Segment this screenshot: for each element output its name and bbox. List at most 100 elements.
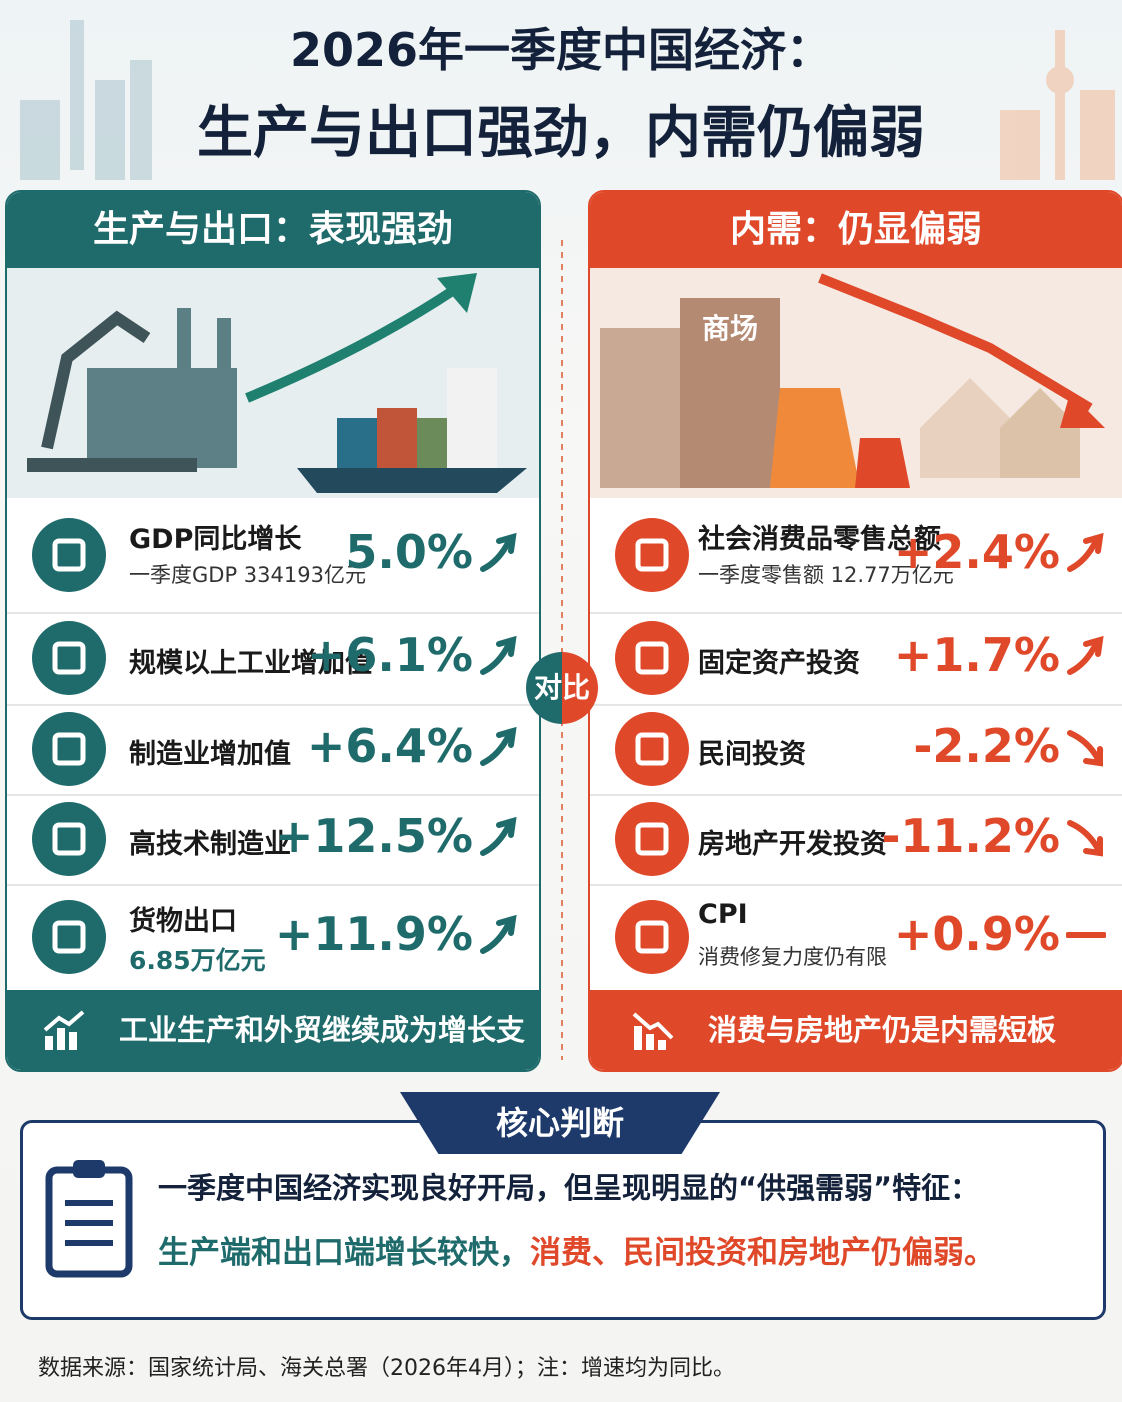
left-panel: 生产与出口：表现强劲 工业生产和外贸继续成为增长支撑 GDP同比增长一季度GDP… bbox=[5, 190, 541, 1072]
arrow-path bbox=[480, 636, 517, 675]
metric-icon bbox=[32, 621, 106, 695]
metric-icon bbox=[615, 621, 689, 695]
footer-text: 消费与房地产仍是内需短板 bbox=[708, 1013, 1057, 1047]
metric-row: CPI 消费修复力度仍有限 +0.9% bbox=[590, 884, 1122, 990]
consumer-illustration: 商场 bbox=[590, 268, 1122, 498]
arrow-path bbox=[480, 727, 517, 766]
icon-glyph bbox=[52, 538, 86, 572]
comparison-badge: 对比 bbox=[526, 652, 598, 724]
metric-note: 一季度GDP 334193亿元 bbox=[129, 563, 366, 587]
metric-icon bbox=[615, 712, 689, 786]
right-header: 内需：仍显偏弱 bbox=[590, 192, 1122, 268]
conclusion-line2: 生产端和出口端增长较快，消费、民间投资和房地产仍偏弱。 bbox=[158, 1227, 995, 1272]
icon-circle bbox=[615, 712, 689, 786]
metric-label: GDP同比增长 bbox=[129, 524, 302, 555]
left-header: 生产与出口：表现强劲 bbox=[7, 192, 539, 268]
icon-circle bbox=[615, 802, 689, 876]
industry-illustration bbox=[7, 268, 539, 498]
metric-note: 一季度零售额 12.77万亿元 bbox=[698, 563, 954, 587]
clipboard-icon bbox=[45, 1160, 133, 1278]
trend-arrow bbox=[1067, 533, 1104, 572]
icon-glyph bbox=[52, 822, 86, 856]
icon-circle bbox=[615, 518, 689, 592]
trend-arrow bbox=[480, 636, 517, 675]
metric-value: +2.4% bbox=[893, 525, 1060, 579]
trend-arrow bbox=[1067, 730, 1103, 767]
trend-arrow bbox=[480, 533, 517, 572]
title-line2: 生产与出口强劲，内需仍偏弱 bbox=[197, 101, 925, 166]
metric-icon bbox=[32, 518, 106, 592]
metric-label: 规模以上工业增加值 bbox=[129, 648, 372, 679]
metric-row: 规模以上工业增加值 +6.1% bbox=[7, 612, 539, 706]
conclusion-tag: 核心判断 bbox=[400, 1092, 720, 1154]
icon-glyph bbox=[52, 920, 86, 954]
metric-note: 6.85万亿元 bbox=[129, 946, 266, 975]
metric-value: +0.9% bbox=[893, 907, 1060, 961]
metric-label: 固定资产投资 bbox=[698, 648, 860, 679]
metric-value: -2.2% bbox=[913, 719, 1060, 773]
right-footer: 消费与房地产仍是内需短板 bbox=[590, 990, 1122, 1070]
metric-value: +1.7% bbox=[893, 628, 1060, 682]
conclusion-red: 消费、民间投资和房地产仍偏弱。 bbox=[530, 1235, 995, 1271]
arrow-path bbox=[480, 817, 517, 856]
footer-text: 工业生产和外贸继续成为增长支撑 bbox=[119, 1013, 526, 1047]
arrow-path bbox=[480, 533, 517, 572]
metric-label: 高技术制造业 bbox=[129, 829, 291, 860]
arrow-path bbox=[1067, 730, 1103, 767]
trend-arrow bbox=[1067, 820, 1103, 857]
icon-circle bbox=[615, 621, 689, 695]
arrow-path bbox=[1067, 820, 1103, 857]
icon-glyph bbox=[52, 641, 86, 675]
metric-note: 消费修复力度仍有限 bbox=[698, 945, 887, 969]
metric-icon bbox=[615, 802, 689, 876]
metric-label: 社会消费品零售总额 bbox=[698, 524, 941, 555]
icon-circle bbox=[32, 518, 106, 592]
conclusion-line1: 一季度中国经济实现良好开局，但呈现明显的“供强需弱”特征： bbox=[158, 1171, 980, 1205]
metric-row: 制造业增加值 +6.4% bbox=[7, 704, 539, 796]
metric-row: GDP同比增长一季度GDP 334193亿元 5.0% bbox=[7, 498, 539, 614]
icon-circle bbox=[32, 802, 106, 876]
metric-value: +11.9% bbox=[274, 907, 473, 961]
metric-row: 高技术制造业 +12.5% bbox=[7, 794, 539, 886]
trend-arrow bbox=[480, 915, 517, 954]
metric-label: 制造业增加值 bbox=[129, 739, 291, 770]
footer-icon bbox=[43, 1010, 85, 1050]
icon-glyph bbox=[635, 641, 669, 675]
icon-glyph bbox=[635, 920, 669, 954]
skyline bbox=[20, 20, 1115, 180]
metric-row: 社会消费品零售总额一季度零售额 12.77万亿元 +2.4% bbox=[590, 498, 1122, 614]
metric-label: 货物出口 bbox=[129, 906, 237, 937]
icon-circle bbox=[32, 712, 106, 786]
title-line1: 2026年一季度中国经济： bbox=[289, 23, 833, 77]
arrow-path bbox=[480, 915, 517, 954]
metric-icon bbox=[615, 900, 689, 974]
metric-row: 民间投资 -2.2% bbox=[590, 704, 1122, 796]
left-footer: 工业生产和外贸继续成为增长支撑 bbox=[7, 990, 539, 1070]
metric-value: +12.5% bbox=[274, 809, 473, 863]
metric-label: 民间投资 bbox=[698, 739, 806, 770]
footer-icon bbox=[632, 1012, 674, 1050]
arrow-path bbox=[1067, 636, 1104, 675]
trend-arrow bbox=[480, 727, 517, 766]
trend-arrow bbox=[1066, 932, 1106, 938]
metric-icon bbox=[615, 518, 689, 592]
icon-glyph bbox=[52, 732, 86, 766]
metric-icon bbox=[32, 802, 106, 876]
metric-value: -11.2% bbox=[881, 809, 1060, 863]
metric-value: +6.4% bbox=[306, 719, 473, 773]
metric-row: 房地产开发投资 -11.2% bbox=[590, 794, 1122, 886]
icon-circle bbox=[32, 900, 106, 974]
metric-value: +6.1% bbox=[306, 628, 473, 682]
metric-row: 货物出口 6.85万亿元 +11.9% bbox=[7, 884, 539, 990]
trend-arrow bbox=[1067, 636, 1104, 675]
divider bbox=[561, 240, 563, 1060]
icon-glyph bbox=[635, 732, 669, 766]
source-note: 数据来源：国家统计局、海关总署（2026年4月）；注：增速均为同比。 bbox=[38, 1356, 735, 1381]
arrow-path bbox=[1067, 533, 1104, 572]
icon-glyph bbox=[635, 822, 669, 856]
conclusion-green: 生产端和出口端增长较快， bbox=[158, 1235, 530, 1271]
metric-row: 固定资产投资 +1.7% bbox=[590, 612, 1122, 706]
metric-value: 5.0% bbox=[345, 525, 473, 579]
metric-label: CPI bbox=[698, 899, 748, 930]
